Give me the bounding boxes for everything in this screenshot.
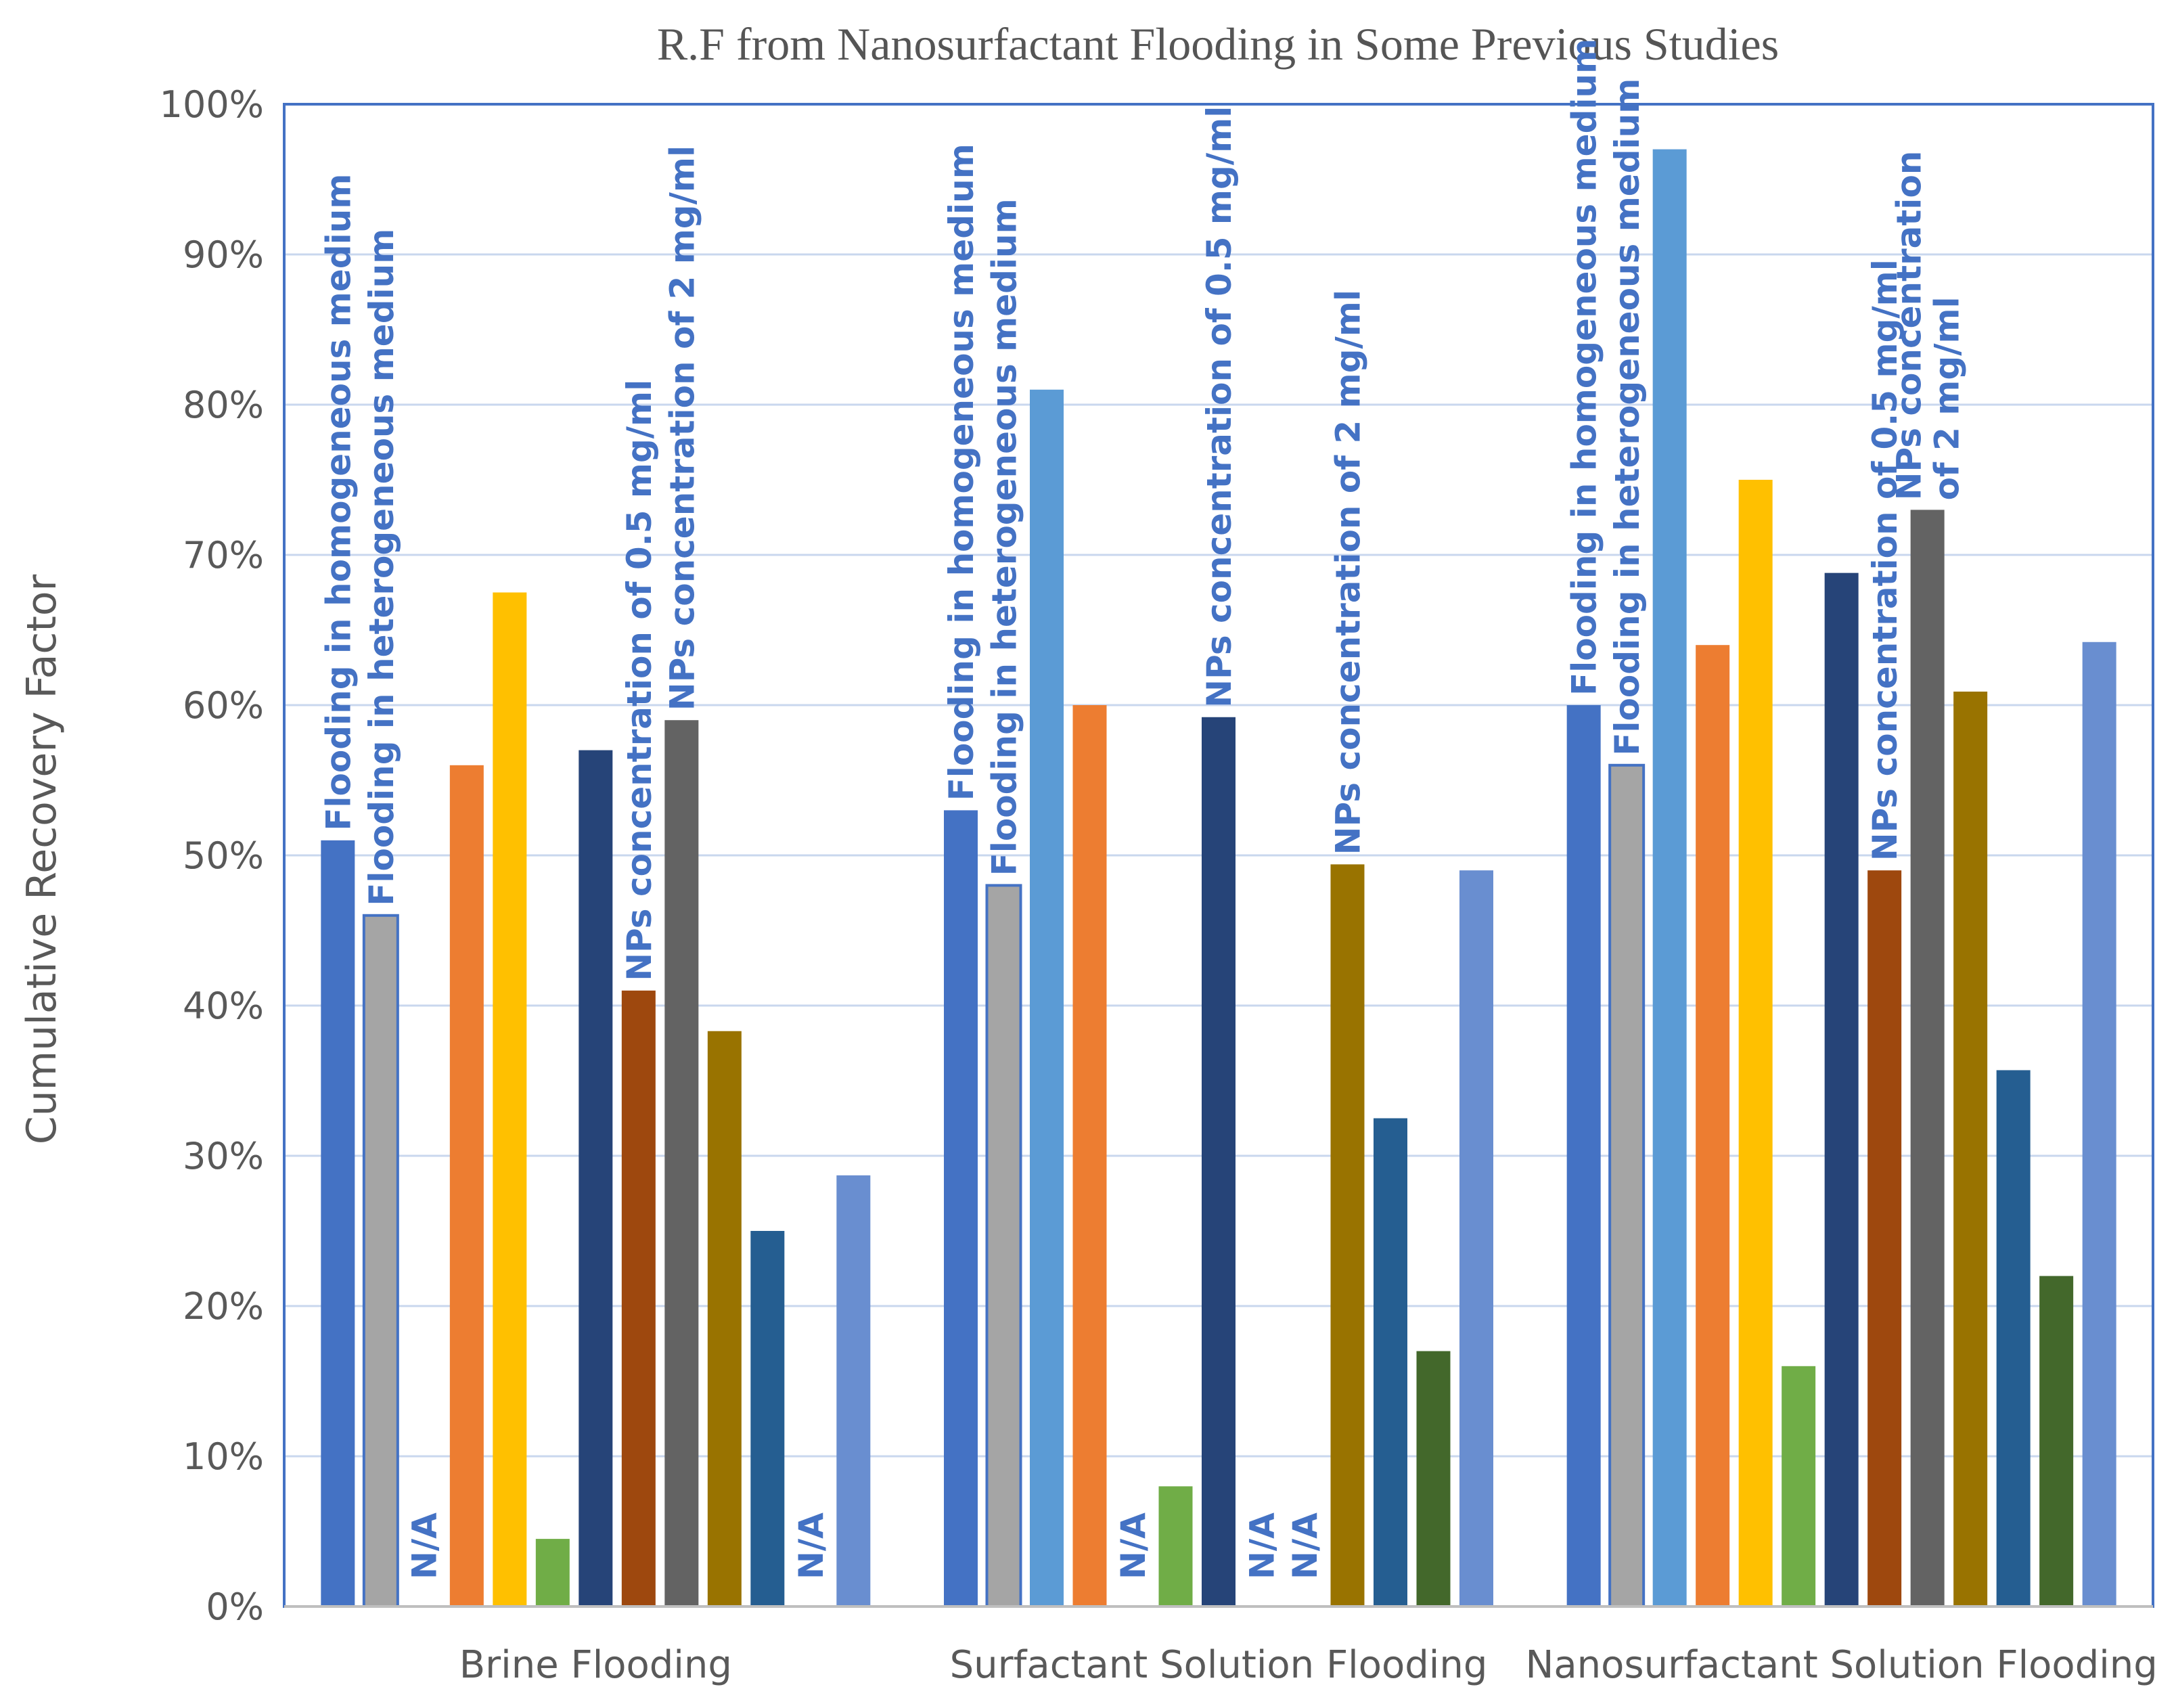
bar xyxy=(1824,572,1859,1606)
bar xyxy=(1566,705,1601,1606)
na-label: N/A xyxy=(792,1512,831,1579)
bar-annotation: Flooding in heterogeneous medium xyxy=(362,229,401,906)
bar xyxy=(621,990,656,1606)
axis-ticks: 0% 10% 20% 30% 40% 50% 60% 70% 80% 90% 100% Brine F… xyxy=(160,83,2158,1687)
bar-annotation: NPs concentration of 2 mg/ml xyxy=(1329,290,1368,855)
bar xyxy=(1996,1070,2031,1606)
bar xyxy=(1953,692,1988,1606)
na-label: N/A xyxy=(1286,1512,1325,1579)
bar xyxy=(664,720,699,1606)
y-axis-label: Cumulative Recovery Factor xyxy=(18,574,66,1144)
bar xyxy=(2082,642,2116,1606)
bar xyxy=(985,884,1022,1608)
bar xyxy=(944,810,978,1606)
bar-annotation: of 2 mg/ml xyxy=(1928,296,1967,500)
bar xyxy=(362,914,399,1609)
bar xyxy=(1738,480,1773,1606)
bar-annotation: NPs concentration of 0.5 mg/ml xyxy=(620,380,659,981)
bar xyxy=(707,1031,742,1606)
y-tick-label: 50% xyxy=(183,834,264,877)
y-tick-label: 30% xyxy=(183,1135,264,1177)
bar-annotation: Flooding in homogeneous medium xyxy=(1565,39,1604,696)
bar xyxy=(1782,1366,1816,1606)
y-tick-label: 70% xyxy=(183,534,264,577)
bar xyxy=(750,1231,785,1606)
x-tick-label: Brine Flooding xyxy=(459,1643,732,1687)
bar xyxy=(579,750,613,1606)
bar xyxy=(449,765,484,1606)
bar xyxy=(836,1175,871,1606)
y-tick-label: 20% xyxy=(183,1285,264,1328)
bar xyxy=(1416,1351,1451,1606)
bar xyxy=(1459,870,1493,1606)
bar xyxy=(493,592,527,1606)
na-label: N/A xyxy=(405,1512,444,1579)
y-tick-label: 0% xyxy=(206,1586,264,1628)
bar xyxy=(1374,1118,1407,1606)
y-tick-label: 80% xyxy=(183,384,264,426)
bars xyxy=(321,149,2116,1609)
na-label: N/A xyxy=(1114,1512,1153,1579)
bar xyxy=(1202,717,1236,1606)
bar xyxy=(1072,705,1107,1606)
y-tick-label: 40% xyxy=(183,985,264,1027)
chart-title: R.F from Nanosurfactant Flooding in Some… xyxy=(657,18,1779,70)
y-tick-label: 100% xyxy=(160,83,264,126)
bar-annotation: NPs concentration of 0.5 mg/ml xyxy=(1200,106,1239,708)
bar-annotation: Flooding in heterogeneous medium xyxy=(985,198,1024,876)
bar-annotation: Flooding in homogeneous medium xyxy=(942,143,981,801)
bar xyxy=(321,840,355,1606)
bar-annotation: NPs concentration of 2 mg/ml xyxy=(662,145,702,711)
na-label: N/A xyxy=(1243,1512,1282,1579)
bar-annotation: NPs concentration xyxy=(1890,151,1929,501)
bar xyxy=(1652,149,1687,1606)
y-tick-label: 10% xyxy=(183,1435,264,1478)
y-tick-label: 60% xyxy=(183,684,264,727)
bar-annotation: Flooding in heterogeneous medium xyxy=(1608,78,1647,756)
bar xyxy=(1867,870,1902,1606)
bar-annotation: Flooding in homogeneous medium xyxy=(319,174,358,831)
bar xyxy=(1696,645,1730,1607)
bar xyxy=(1158,1486,1193,1606)
bar-annotation: NPs concentration of 0.5 mg/ml xyxy=(1865,259,1905,861)
bar xyxy=(1030,389,1064,1606)
bar xyxy=(2039,1276,2074,1606)
x-tick-label: Nanosurfactant Solution Flooding xyxy=(1525,1643,2157,1687)
y-tick-label: 90% xyxy=(183,233,264,276)
bar xyxy=(1330,864,1365,1606)
bar xyxy=(1910,510,1945,1606)
bar xyxy=(1608,763,1646,1608)
x-tick-label: Surfactant Solution Flooding xyxy=(950,1643,1488,1687)
bar xyxy=(535,1539,570,1606)
